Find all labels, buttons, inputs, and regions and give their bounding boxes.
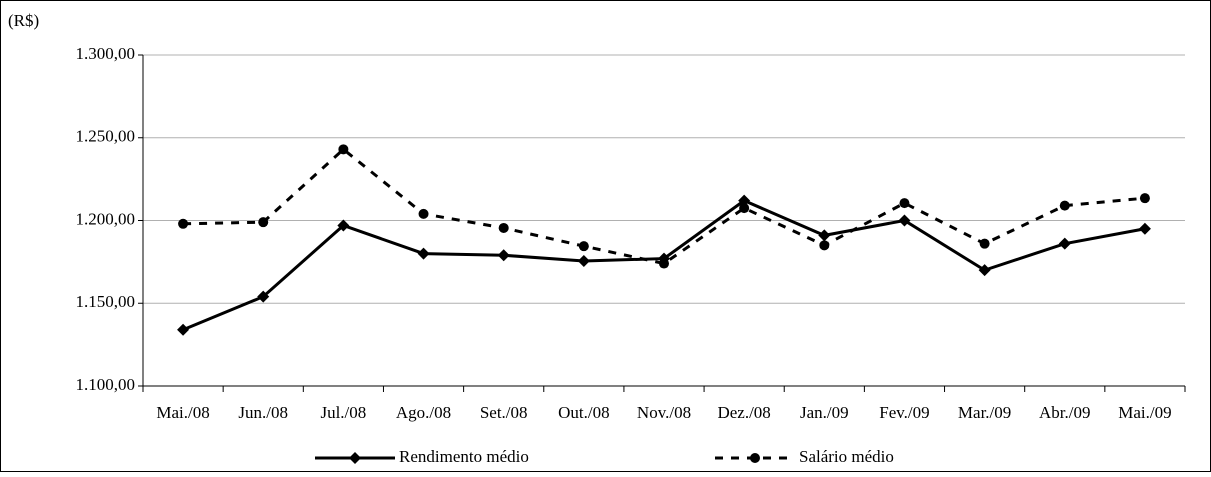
point	[338, 144, 349, 155]
point	[258, 217, 269, 228]
point	[818, 229, 831, 242]
y-tick-label: 1.200,00	[76, 209, 136, 228]
y-tick-label: 1.300,00	[76, 44, 136, 63]
point	[979, 238, 990, 249]
point	[659, 258, 669, 269]
x-tick-label: Jun./08	[238, 403, 288, 422]
x-tick-label: Jul./08	[320, 403, 366, 422]
x-tick-label: Mar./09	[958, 403, 1011, 422]
point	[899, 198, 910, 209]
x-tick-label: Mai./08	[156, 403, 209, 422]
point	[497, 249, 510, 262]
legend-marker	[750, 453, 760, 463]
legend-label: Salário médio	[799, 447, 894, 466]
x-tick-label: Abr./09	[1039, 403, 1090, 422]
point	[739, 203, 750, 214]
point	[1138, 222, 1151, 235]
x-tick-label: Dez./08	[717, 403, 770, 422]
y-tick-label: 1.250,00	[76, 127, 136, 146]
y-unit: (R$)	[8, 11, 39, 30]
point	[978, 264, 991, 277]
point	[1139, 193, 1150, 204]
legend-label: Rendimento médio	[399, 447, 529, 466]
point	[417, 247, 430, 260]
x-tick-label: Set./08	[480, 403, 528, 422]
point	[257, 290, 270, 303]
x-tick-label: Fev./09	[879, 403, 929, 422]
x-tick-label: Mai./09	[1118, 403, 1171, 422]
point	[898, 214, 911, 227]
point	[1058, 237, 1071, 250]
y-tick-label: 1.100,00	[76, 375, 136, 394]
point	[498, 222, 509, 233]
y-tick-label: 1.150,00	[76, 292, 136, 311]
x-tick-label: Out./08	[558, 403, 609, 422]
point	[337, 219, 350, 232]
point	[577, 255, 590, 268]
x-tick-label: Ago./08	[396, 403, 451, 422]
point	[819, 240, 830, 251]
point	[418, 208, 429, 219]
point	[178, 218, 189, 229]
point	[738, 194, 751, 207]
x-tick-label: Jan./09	[800, 403, 849, 422]
point	[1059, 200, 1070, 211]
point	[177, 323, 190, 336]
x-tick-label: Nov./08	[637, 403, 691, 422]
point	[578, 241, 589, 252]
legend-marker	[349, 452, 361, 464]
